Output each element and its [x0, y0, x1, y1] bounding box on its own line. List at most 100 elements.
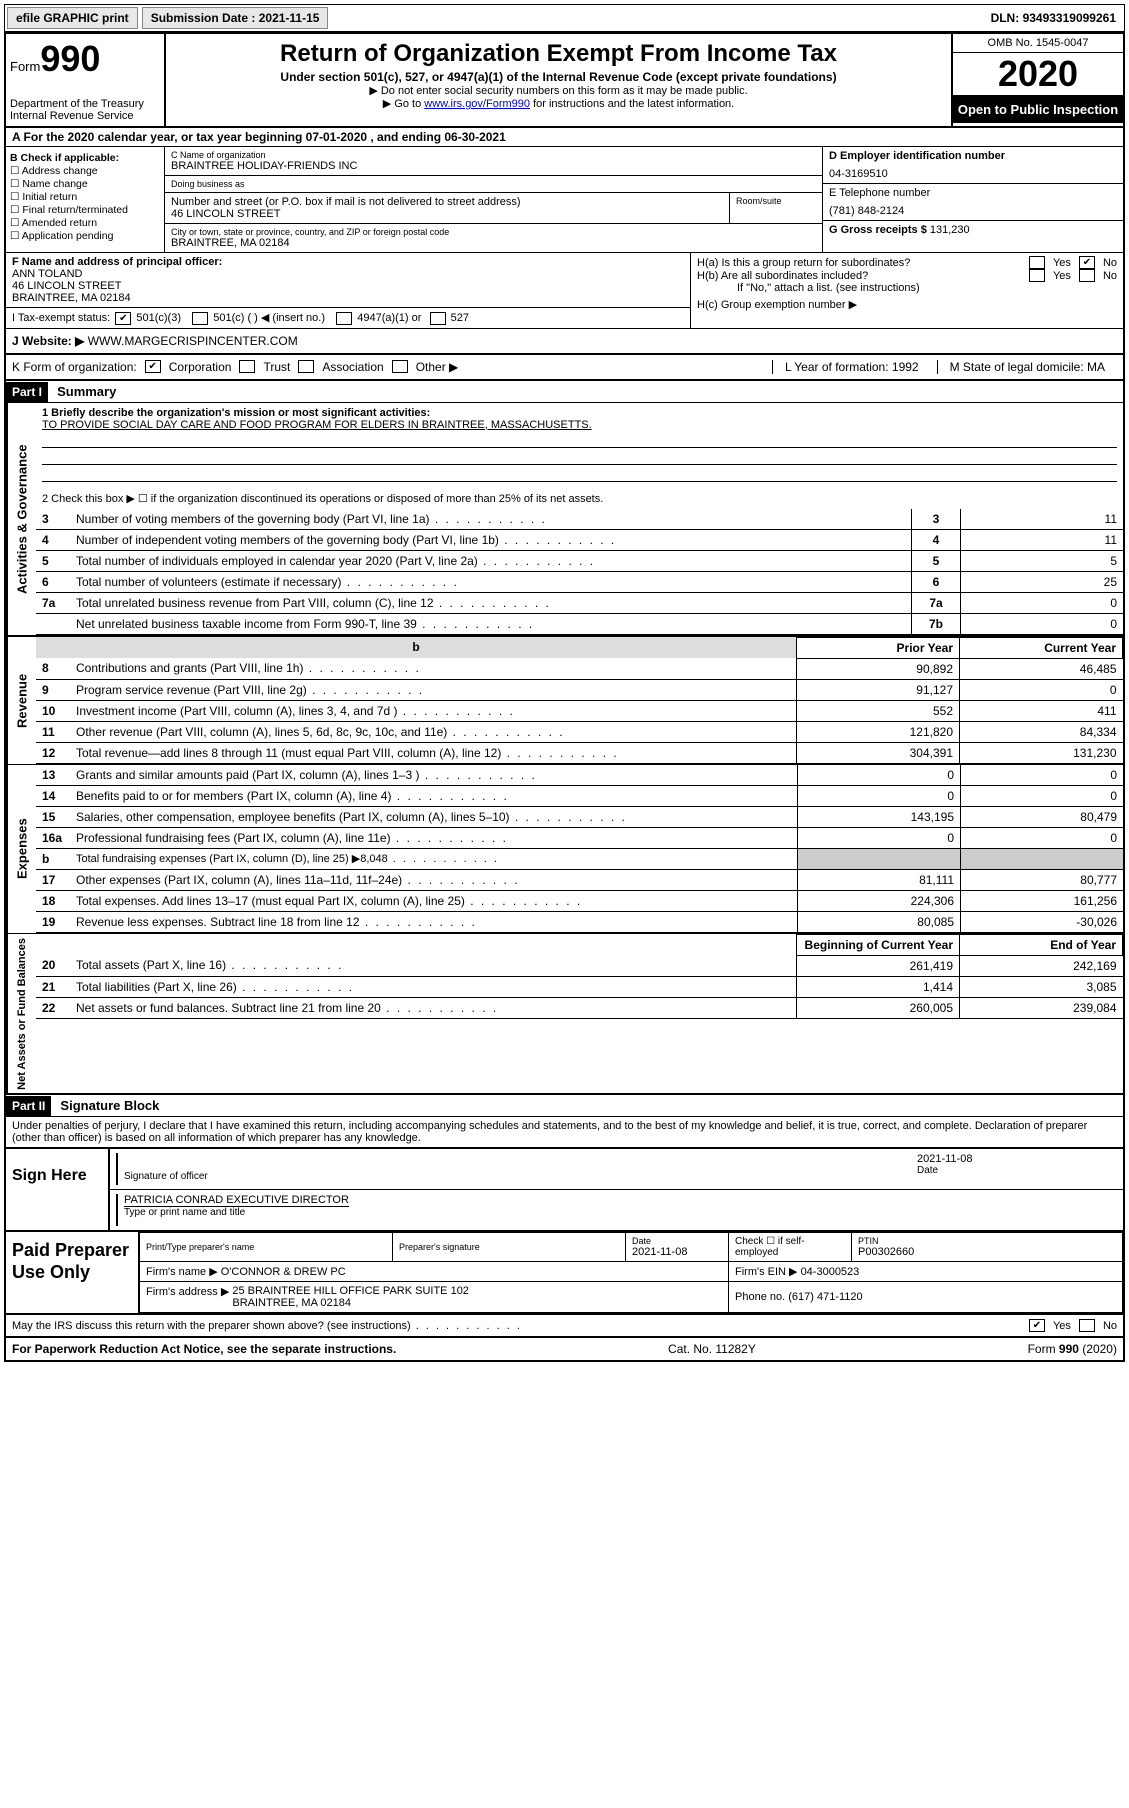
efile-print-button[interactable]: efile GRAPHIC print — [7, 7, 138, 29]
cb-4947[interactable] — [336, 312, 352, 325]
cb-other[interactable] — [392, 360, 408, 373]
sign-right: Signature of officer 2021-11-08 Date PAT… — [108, 1149, 1123, 1230]
row-cy: 80,479 — [961, 806, 1124, 827]
activities-governance-section: Activities & Governance 1 Briefly descri… — [6, 403, 1123, 637]
state-domicile: M State of legal domicile: MA — [937, 360, 1117, 374]
row-num: 14 — [36, 785, 70, 806]
row-num: 10 — [36, 700, 70, 721]
row-py: 80,085 — [798, 911, 961, 932]
box-e-label: E Telephone number — [829, 187, 1117, 199]
na-py-hdr: Beginning of Current Year — [797, 934, 960, 955]
current-year-hdr: Current Year — [960, 637, 1123, 658]
prep-phone: (617) 471-1120 — [788, 1291, 862, 1303]
paid-preparer-block: Paid Preparer Use Only Print/Type prepar… — [6, 1230, 1123, 1315]
row-num: 6 — [36, 571, 70, 592]
box-d: D Employer identification number 04-3169… — [823, 147, 1123, 184]
row-cy: -30,026 — [961, 911, 1124, 932]
cb-hb-no[interactable] — [1079, 269, 1095, 282]
cb-corp[interactable]: ✔ — [145, 360, 161, 373]
instr2-pre: ▶ Go to — [383, 98, 424, 110]
row-cy: 411 — [960, 700, 1123, 721]
c-name: C Name of organization BRAINTREE HOLIDAY… — [165, 147, 822, 176]
expenses-section: Expenses 13Grants and similar amounts pa… — [6, 765, 1123, 934]
sig-blank — [124, 1153, 917, 1171]
cb-label: Final return/terminated — [22, 204, 128, 216]
cb-initial-return[interactable]: ☐ Initial return — [10, 191, 160, 203]
sig-date-label: Date — [917, 1165, 1117, 1176]
table-row: 18Total expenses. Add lines 13–17 (must … — [36, 890, 1123, 911]
firm-name-label: Firm's name ▶ — [146, 1266, 218, 1278]
opt-501c3: 501(c)(3) — [136, 312, 181, 324]
row-text: Professional fundraising fees (Part IX, … — [70, 827, 798, 848]
cb-label: Name change — [22, 178, 87, 190]
prep-row3: Firm's address ▶ 25 BRAINTREE HILL OFFIC… — [140, 1282, 1123, 1313]
discuss-row: May the IRS discuss this return with the… — [6, 1315, 1123, 1338]
cb-app-pending[interactable]: ☐ Application pending — [10, 230, 160, 242]
gov-body: 1 Briefly describe the organization's mi… — [36, 403, 1123, 635]
row-text: Total number of individuals employed in … — [70, 550, 912, 571]
form-foot: Form 990 (2020) — [1028, 1342, 1117, 1356]
cb-name-change[interactable]: ☐ Name change — [10, 178, 160, 190]
row-cy: 0 — [961, 765, 1124, 786]
prep-check[interactable]: Check ☐ if self-employed — [729, 1233, 852, 1262]
box-deg: D Employer identification number 04-3169… — [822, 147, 1123, 252]
cb-527[interactable] — [430, 312, 446, 325]
cb-final-return[interactable]: ☐ Final return/terminated — [10, 204, 160, 216]
row-num — [36, 613, 70, 634]
opt-other: Other ▶ — [416, 360, 459, 374]
sig-name: PATRICIA CONRAD EXECUTIVE DIRECTOR — [124, 1194, 349, 1206]
row-val: 25 — [961, 571, 1124, 592]
mission-text: TO PROVIDE SOCIAL DAY CARE AND FOOD PROG… — [42, 419, 1117, 431]
cb-ha-no[interactable]: ✔ — [1079, 256, 1095, 269]
blank-line — [42, 450, 1117, 465]
c-street-label: Number and street (or P.O. box if mail i… — [171, 196, 723, 208]
cb-501c[interactable] — [192, 312, 208, 325]
cb-discuss-yes[interactable]: ✔ — [1029, 1319, 1045, 1332]
cb-amended[interactable]: ☐ Amended return — [10, 217, 160, 229]
box-i-label: I Tax-exempt status: — [12, 312, 110, 324]
cb-501c3[interactable]: ✔ — [115, 312, 131, 325]
omb-number: OMB No. 1545-0047 — [953, 34, 1123, 53]
row-num: 16a — [36, 827, 70, 848]
row-val: 0 — [961, 592, 1124, 613]
box-g-label: G Gross receipts $ — [829, 224, 930, 236]
cb-trust[interactable] — [239, 360, 255, 373]
org-name: BRAINTREE HOLIDAY-FRIENDS INC — [171, 160, 816, 172]
paid-label: Paid Preparer Use Only — [6, 1232, 138, 1313]
row-text: Salaries, other compensation, employee b… — [70, 806, 798, 827]
row-text: Grants and similar amounts paid (Part IX… — [70, 765, 798, 786]
firm-addr: 25 BRAINTREE HILL OFFICE PARK SUITE 102 … — [232, 1285, 469, 1309]
instr2-post: for instructions and the latest informat… — [530, 98, 734, 110]
row-box: 5 — [912, 550, 961, 571]
table-row: 10Investment income (Part VIII, column (… — [36, 700, 1123, 721]
box-g: G Gross receipts $ 131,230 — [823, 221, 1123, 252]
top-bar: efile GRAPHIC print Submission Date : 20… — [4, 4, 1125, 32]
table-row: 13Grants and similar amounts paid (Part … — [36, 765, 1123, 786]
c-name-label: C Name of organization — [171, 150, 816, 160]
box-c: C Name of organization BRAINTREE HOLIDAY… — [165, 147, 822, 252]
dln-box: DLN: 93493319099261 — [983, 8, 1124, 28]
sign-here-block: Sign Here Signature of officer 2021-11-0… — [6, 1147, 1123, 1230]
row-num: b — [36, 848, 70, 869]
sig-name-line: PATRICIA CONRAD EXECUTIVE DIRECTOR Type … — [110, 1190, 1123, 1230]
opt-assoc: Association — [322, 360, 383, 374]
gov-row: 6Total number of volunteers (estimate if… — [36, 571, 1123, 592]
irs-link[interactable]: www.irs.gov/Form990 — [424, 98, 530, 110]
org-street: 46 LINCOLN STREET — [171, 208, 723, 220]
gross-receipts: 131,230 — [930, 224, 970, 236]
cb-ha-yes[interactable] — [1029, 256, 1045, 269]
phone-label: Phone no. — [735, 1291, 785, 1303]
form-number: Form990 — [10, 38, 160, 80]
cb-discuss-no[interactable] — [1079, 1319, 1095, 1332]
gov-row: 4Number of independent voting members of… — [36, 529, 1123, 550]
row-num: 9 — [36, 679, 70, 700]
row-py: 260,005 — [797, 997, 960, 1018]
form-subtitle: Under section 501(c), 527, or 4947(a)(1)… — [170, 70, 947, 84]
row-text: Investment income (Part VIII, column (A)… — [70, 700, 797, 721]
side-label-netassets: Net Assets or Fund Balances — [6, 934, 36, 1094]
row-num: 21 — [36, 976, 70, 997]
cb-assoc[interactable] — [298, 360, 314, 373]
cb-hb-yes[interactable] — [1029, 269, 1045, 282]
cb-address-change[interactable]: ☐ Address change — [10, 165, 160, 177]
opt-corp: Corporation — [169, 360, 232, 374]
